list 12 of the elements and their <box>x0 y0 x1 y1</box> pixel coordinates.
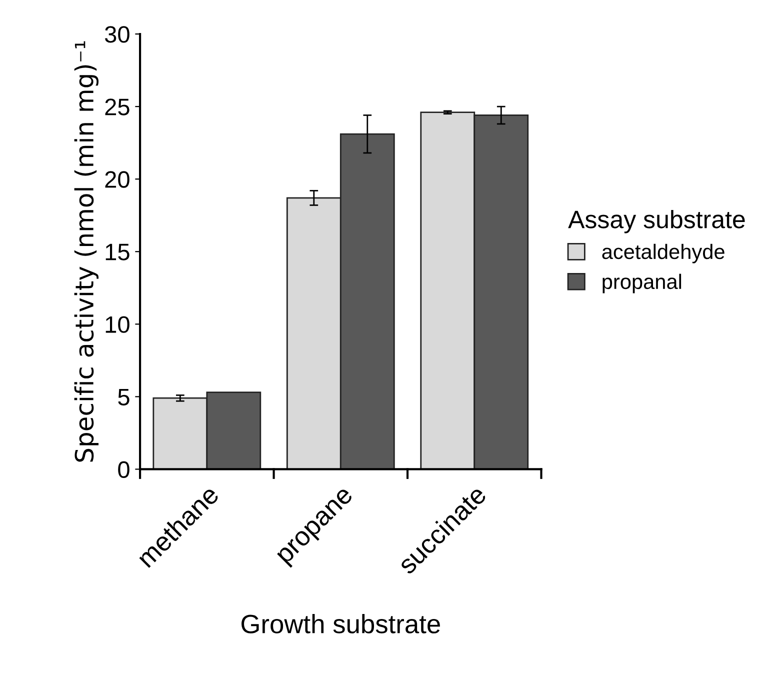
y-tick-label: 25 <box>105 98 130 116</box>
legend-label: acetaldehyde <box>602 244 724 264</box>
y-tick-label: 20 <box>105 171 130 188</box>
x-axis-title: Growth substrate <box>242 614 440 634</box>
y-tick-label: 5 <box>118 388 130 406</box>
y-tick-label: 30 <box>104 26 130 43</box>
y-tick-label: 0 <box>118 461 130 478</box>
legend-title: Assay substrate <box>568 210 745 234</box>
y-axis-title: Specific activity (nmol (min mg)⁻¹ <box>74 41 99 462</box>
legend-label: propanal <box>602 274 682 294</box>
y-tick-label: 15 <box>106 244 130 260</box>
y-tick-label: 10 <box>106 316 130 333</box>
